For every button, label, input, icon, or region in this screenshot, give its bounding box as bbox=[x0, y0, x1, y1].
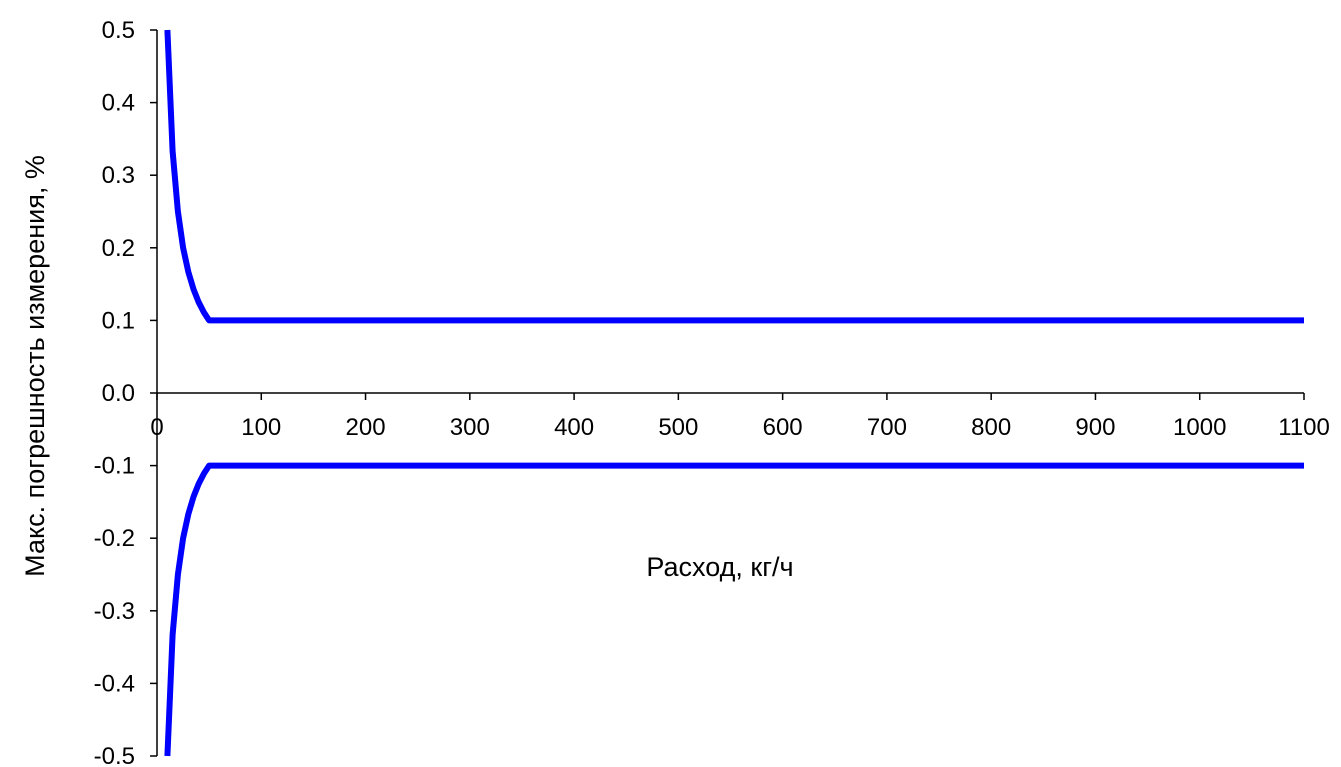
x-tick-label: 100 bbox=[241, 414, 281, 441]
y-tick-label: 0.1 bbox=[102, 307, 135, 334]
series-line-lower bbox=[164, 462, 1304, 757]
x-tick-label: 600 bbox=[763, 414, 803, 441]
x-tick-label: 1000 bbox=[1173, 414, 1226, 441]
axes bbox=[156, 30, 1304, 756]
x-tick-label: 500 bbox=[658, 414, 698, 441]
x-tick-label: 300 bbox=[450, 414, 490, 441]
x-tick-label: 0 bbox=[150, 414, 163, 441]
x-tick-label: 800 bbox=[971, 414, 1011, 441]
x-tick-label: 700 bbox=[867, 414, 907, 441]
y-tick-label: 0.2 bbox=[102, 235, 135, 262]
y-tick-label: 0.0 bbox=[102, 380, 135, 407]
x-tick-label: 200 bbox=[346, 414, 386, 441]
y-tick-label: 0.5 bbox=[102, 17, 135, 44]
x-tick-label: 1100 bbox=[1278, 414, 1330, 441]
ticks-layer: 0.5 0.4 0.3 0.2 0.1 0.0 -0.1 -0.2 -0.3 -0.4 -0.5 0 1… bbox=[94, 17, 1330, 767]
x-axis-title: Расход, кг/ч bbox=[646, 552, 793, 582]
y-axis-title: Макс. погрешность измерения, % bbox=[20, 155, 50, 577]
y-tick-label: -0.2 bbox=[94, 525, 135, 552]
y-tick-label: -0.3 bbox=[94, 598, 135, 625]
series-layer bbox=[164, 29, 1304, 757]
y-tick-label: -0.1 bbox=[94, 453, 135, 480]
y-tick-label: -0.4 bbox=[94, 670, 135, 697]
y-tick-label: 0.4 bbox=[102, 90, 135, 117]
y-tick-label: -0.5 bbox=[94, 743, 135, 767]
series-line-upper bbox=[164, 29, 1304, 324]
x-tick-label: 900 bbox=[1075, 414, 1115, 441]
x-tick-label: 400 bbox=[554, 414, 594, 441]
y-tick-label: 0.3 bbox=[102, 162, 135, 189]
